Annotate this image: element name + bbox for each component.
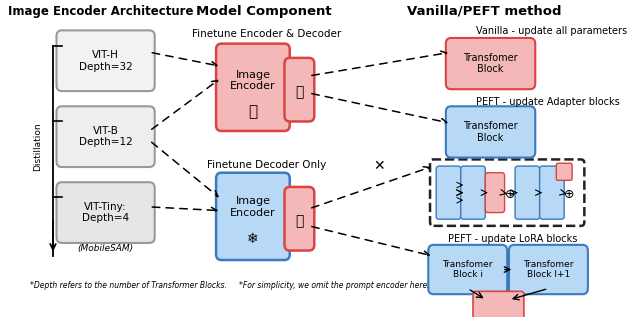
Text: ❄️: ❄️ [247,232,259,246]
FancyBboxPatch shape [473,291,524,317]
Text: Transfomer
Block I+1: Transfomer Block I+1 [523,260,573,279]
Text: ✕: ✕ [373,159,385,173]
FancyBboxPatch shape [216,44,290,131]
Text: 🔥: 🔥 [248,105,257,120]
FancyBboxPatch shape [284,58,314,121]
Text: ⊕: ⊕ [504,188,515,201]
Text: PEFT - update LoRA blocks: PEFT - update LoRA blocks [447,234,577,244]
FancyBboxPatch shape [509,245,588,294]
FancyBboxPatch shape [485,173,504,213]
Text: Image Encoder Architecture: Image Encoder Architecture [8,5,194,18]
Text: Transfomer
Block i: Transfomer Block i [442,260,493,279]
Text: Transfomer
Block: Transfomer Block [463,53,518,74]
FancyBboxPatch shape [56,30,155,91]
Text: *Depth refers to the number of Transformer Blocks.: *Depth refers to the number of Transform… [30,281,227,290]
Text: PEFT - update Adapter blocks: PEFT - update Adapter blocks [476,97,620,107]
FancyBboxPatch shape [428,245,507,294]
Text: Vanilla/PEFT method: Vanilla/PEFT method [407,5,562,18]
Text: Distillation: Distillation [33,123,42,171]
Text: 🔥: 🔥 [295,85,303,99]
Text: Finetune Encoder & Decoder: Finetune Encoder & Decoder [192,29,342,39]
Text: VIT-H
Depth=32: VIT-H Depth=32 [79,50,132,72]
FancyBboxPatch shape [56,182,155,243]
Text: ⊕: ⊕ [564,188,575,201]
FancyBboxPatch shape [446,38,535,89]
Text: VIT-Tiny:
Depth=4: VIT-Tiny: Depth=4 [82,202,129,223]
FancyBboxPatch shape [56,106,155,167]
Text: VIT-B
Depth=12: VIT-B Depth=12 [79,126,132,147]
Text: Image
Encoder: Image Encoder [230,196,276,218]
FancyBboxPatch shape [515,166,540,219]
Text: Transfomer
Block: Transfomer Block [463,121,518,143]
FancyBboxPatch shape [461,166,485,219]
Text: Finetune Decoder Only: Finetune Decoder Only [207,160,326,170]
Text: Vanilla - update all parameters: Vanilla - update all parameters [476,26,627,36]
FancyBboxPatch shape [430,159,584,226]
Text: 🔥: 🔥 [295,214,303,228]
Text: Image
Encoder: Image Encoder [230,70,276,92]
FancyBboxPatch shape [284,187,314,250]
FancyBboxPatch shape [446,106,535,158]
FancyBboxPatch shape [540,166,564,219]
Text: Model Component: Model Component [196,5,332,18]
Text: *For simplicity, we omit the prompt encoder here.: *For simplicity, we omit the prompt enco… [239,281,429,290]
FancyBboxPatch shape [436,166,461,219]
FancyBboxPatch shape [216,173,290,260]
FancyBboxPatch shape [556,163,572,180]
Text: (MobileSAM): (MobileSAM) [77,244,134,253]
